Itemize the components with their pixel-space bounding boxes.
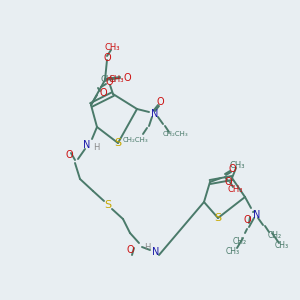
Text: O: O [99,88,107,98]
Text: N: N [253,210,261,220]
Text: N: N [83,140,91,150]
Text: O: O [103,53,111,63]
Text: O: O [123,73,131,83]
Text: H: H [144,242,150,251]
Text: CH₂CH₃: CH₂CH₃ [122,137,148,143]
Text: CH₃: CH₃ [104,44,120,52]
Text: S: S [214,213,222,223]
Text: O: O [243,215,251,225]
Text: O: O [224,177,232,187]
Text: CH₃: CH₃ [108,74,124,83]
Text: CH₃: CH₃ [227,184,243,194]
Text: O: O [228,164,236,174]
Text: N: N [152,247,160,257]
Text: CH₃: CH₃ [229,161,245,170]
Text: N: N [151,109,159,119]
Text: CH₂: CH₂ [268,232,282,241]
Text: CH₃: CH₃ [226,247,240,256]
Text: O: O [156,97,164,107]
Text: O: O [65,150,73,160]
Text: CH₃: CH₃ [275,242,289,250]
Text: CH₃: CH₃ [100,76,116,85]
Text: O: O [126,245,134,255]
Text: H: H [93,142,99,152]
Text: O: O [105,77,113,87]
Text: CH₂CH₃: CH₂CH₃ [162,131,188,137]
Text: S: S [114,138,122,148]
Text: CH₂: CH₂ [233,236,247,245]
Text: S: S [104,200,112,210]
